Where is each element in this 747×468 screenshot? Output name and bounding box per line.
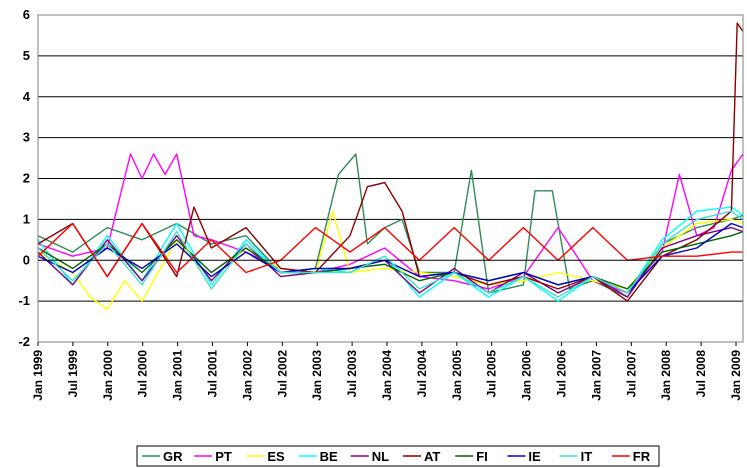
x-tick-label: Jan 2006 bbox=[520, 350, 534, 401]
legend-label-ie: IE bbox=[528, 449, 541, 464]
x-tick-label: Jan 2007 bbox=[589, 350, 603, 401]
legend-label-at: AT bbox=[424, 449, 440, 464]
axes: -2 -1 0 1 2 3 4 5 6 Jan 1999 Jul 1999 Jan 2000 Jul 2… bbox=[18, 7, 744, 401]
legend-label-fr: FR bbox=[633, 449, 651, 464]
x-tick-label: Jan 2005 bbox=[450, 350, 464, 401]
series-lines bbox=[37, 22, 744, 310]
x-tick-label: Jan 2009 bbox=[729, 350, 743, 401]
x-tick-label: Jul 1999 bbox=[66, 350, 80, 398]
x-tick-label: Jul 2007 bbox=[624, 350, 638, 398]
x-tick-label: Jul 2006 bbox=[555, 350, 569, 398]
y-tick-label: 5 bbox=[23, 48, 30, 63]
x-tick-label: Jan 2003 bbox=[310, 350, 324, 401]
x-tick-label: Jul 2002 bbox=[275, 350, 289, 398]
series-line-fr bbox=[37, 222, 743, 278]
series-line-at bbox=[37, 22, 744, 302]
y-tick-label: 2 bbox=[23, 171, 30, 186]
x-tick-label: Jul 2008 bbox=[694, 350, 708, 398]
y-tick-label: 6 bbox=[23, 7, 30, 22]
y-tick-label: -2 bbox=[18, 334, 30, 349]
x-tick-label: Jan 1999 bbox=[31, 350, 45, 401]
legend-label-fi: FI bbox=[476, 449, 488, 464]
series-line-it bbox=[37, 210, 744, 298]
y-tick-label: 4 bbox=[23, 89, 31, 104]
x-tick-label: Jan 2008 bbox=[659, 350, 673, 401]
series-line-pt bbox=[37, 153, 744, 294]
x-tick-label: Jul 2001 bbox=[206, 350, 220, 398]
legend-label-es: ES bbox=[267, 449, 285, 464]
legend: GR PT ES BE NL AT FI IE IT FR bbox=[136, 445, 660, 467]
series-line-ie bbox=[37, 222, 744, 294]
legend-label-nl: NL bbox=[372, 449, 389, 464]
x-tick-label: Jan 2004 bbox=[380, 350, 394, 401]
plot-frame bbox=[37, 14, 744, 343]
legend-label-be: BE bbox=[320, 449, 338, 464]
legend-label-gr: GR bbox=[163, 449, 183, 464]
y-tick-label: 0 bbox=[23, 252, 30, 267]
x-tick-label: Jul 2004 bbox=[415, 350, 429, 398]
x-tick-label: Jan 2001 bbox=[171, 350, 185, 401]
y-tick-label: -1 bbox=[18, 293, 30, 308]
y-tick-label: 1 bbox=[23, 211, 30, 226]
legend-label-pt: PT bbox=[215, 449, 232, 464]
y-tick-label: 3 bbox=[23, 130, 30, 145]
legend-label-it: IT bbox=[581, 449, 593, 464]
x-tick-label: Jul 2000 bbox=[136, 350, 150, 398]
x-tick-label: Jul 2005 bbox=[485, 350, 499, 398]
x-tick-label: Jan 2002 bbox=[240, 350, 254, 401]
x-tick-label: Jan 2000 bbox=[101, 350, 115, 401]
x-tick-label: Jul 2003 bbox=[345, 350, 359, 398]
legend-box bbox=[136, 445, 660, 467]
